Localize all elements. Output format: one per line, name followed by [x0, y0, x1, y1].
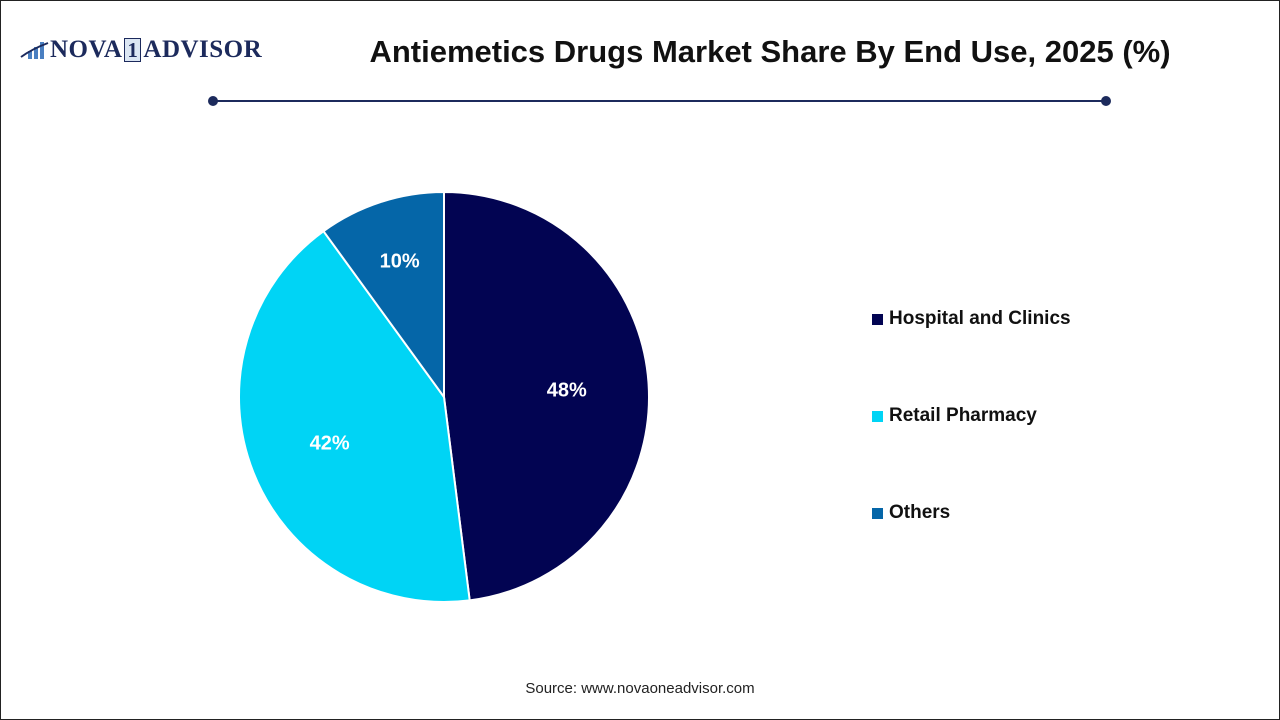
legend-item: Others — [872, 502, 1071, 524]
divider-left-dot — [208, 96, 218, 106]
legend-swatch — [872, 507, 883, 519]
pie-slice-hospital-and-clinics — [443, 190, 650, 602]
logo-text-box: 1 — [124, 38, 142, 62]
legend: Hospital and Clinics Retail Pharmacy Other… — [872, 308, 1071, 599]
pie-slice-retail-pharmacy — [238, 229, 471, 603]
logo: NOVA 1 ADVISOR — [20, 36, 262, 64]
source-text: Source: www.novaoneadvisor.com — [525, 680, 755, 697]
legend-item: Retail Pharmacy — [872, 405, 1071, 427]
divider-right-dot — [1101, 96, 1111, 106]
chart-title: Antiemetics Drugs Market Share By End Us… — [369, 34, 1171, 69]
data-label: 48% — [547, 379, 587, 401]
data-label: 42% — [310, 432, 350, 454]
pie-slice-others — [322, 190, 445, 401]
legend-label: Others — [889, 502, 951, 523]
data-label: 10% — [380, 251, 420, 273]
title-divider — [213, 100, 1106, 102]
legend-label: Retail Pharmacy — [889, 405, 1037, 426]
legend-label: Hospital and Clinics — [889, 308, 1071, 329]
logo-text-right: ADVISOR — [143, 36, 263, 63]
legend-swatch — [872, 410, 883, 422]
logo-bars-icon — [20, 42, 49, 59]
legend-item: Hospital and Clinics — [872, 308, 1071, 330]
legend-swatch — [872, 313, 883, 325]
logo-text-left: NOVA — [50, 36, 123, 63]
